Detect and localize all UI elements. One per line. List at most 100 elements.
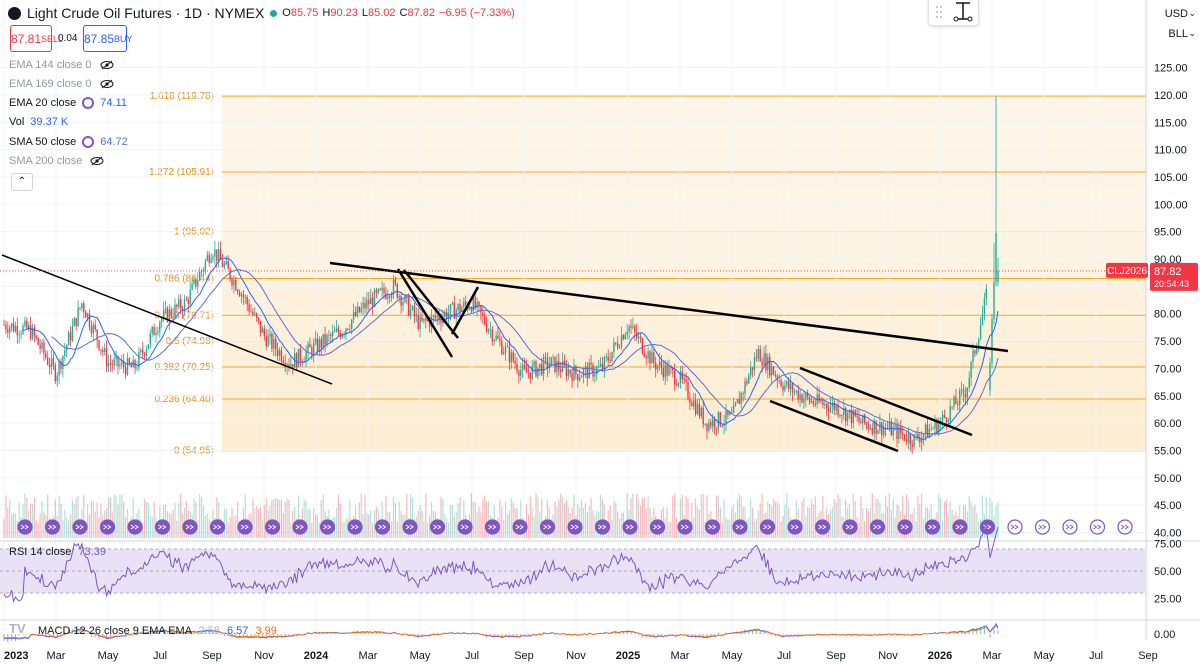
event-marker-icon[interactable] xyxy=(1117,519,1133,535)
volume-bar xyxy=(890,510,892,538)
event-marker-icon[interactable] xyxy=(732,519,748,535)
event-marker-icon[interactable] xyxy=(319,519,336,535)
event-marker-icon[interactable] xyxy=(209,519,226,535)
event-marker-icon[interactable] xyxy=(182,519,198,535)
macd-histogram-bar xyxy=(68,628,70,634)
trendline xyxy=(450,286,480,335)
macd-histogram-bar xyxy=(383,633,385,634)
event-marker-arrows xyxy=(1093,524,1102,530)
volume-bar xyxy=(852,493,854,538)
event-marker-icon[interactable] xyxy=(1062,519,1078,535)
event-marker-icon[interactable] xyxy=(924,519,941,535)
volume-bar xyxy=(11,514,13,538)
event-marker-icon[interactable] xyxy=(347,519,363,535)
event-marker-icon[interactable] xyxy=(1034,519,1051,535)
candle-body xyxy=(155,333,157,336)
currency-selector[interactable]: USD xyxy=(1164,8,1188,20)
volume-bar xyxy=(554,501,556,538)
indicator-ema144[interactable]: EMA 144 close 0 xyxy=(9,59,114,71)
event-marker-icon[interactable] xyxy=(1007,519,1023,535)
macd-histogram-bar xyxy=(467,633,469,635)
volume-bar xyxy=(814,496,816,538)
unit-selector[interactable]: BLL xyxy=(1168,28,1188,40)
event-marker-icon[interactable] xyxy=(72,519,88,535)
eye-hidden-icon[interactable] xyxy=(100,60,114,70)
sell-button[interactable]: 87.81 SELL xyxy=(10,25,63,52)
event-marker-icon[interactable] xyxy=(787,519,803,535)
volume-bar xyxy=(109,497,111,538)
event-marker-icon[interactable] xyxy=(677,519,693,535)
collapse-legend-button[interactable]: ⌃ xyxy=(11,173,33,191)
event-marker-icon[interactable] xyxy=(649,519,666,535)
event-marker-icon[interactable] xyxy=(402,519,418,535)
event-marker-arrows xyxy=(818,524,827,530)
event-marker-icon[interactable] xyxy=(264,519,281,535)
event-marker-icon[interactable] xyxy=(99,519,116,535)
event-marker-icon[interactable] xyxy=(484,519,501,535)
event-marker-icon[interactable] xyxy=(842,519,858,535)
event-marker-icon[interactable] xyxy=(429,519,446,535)
event-marker-icon[interactable] xyxy=(567,519,583,535)
event-marker-icon[interactable] xyxy=(814,519,831,535)
price-tick-label: 120.00 xyxy=(1154,90,1188,102)
event-marker-circle xyxy=(732,519,748,535)
candle-body xyxy=(791,383,794,393)
volume-bar xyxy=(892,498,894,538)
symbol-title[interactable]: Light Crude Oil Futures · 1D · NYMEX xyxy=(27,5,265,21)
indicator-sma50[interactable]: SMA 50 close 64.72 xyxy=(9,136,128,148)
rsi-tick-label: 25.00 xyxy=(1154,594,1182,606)
event-marker-icon[interactable] xyxy=(237,519,253,535)
candle-body xyxy=(385,293,387,299)
indicator-sma200[interactable]: SMA 200 close xyxy=(9,155,104,167)
macd-tick-label: 0.00 xyxy=(1154,629,1175,641)
candle-body xyxy=(930,428,932,430)
event-marker-icon[interactable] xyxy=(17,519,33,535)
volume-bar xyxy=(201,496,203,538)
event-marker-icon[interactable] xyxy=(897,519,913,535)
eye-hidden-icon[interactable] xyxy=(90,156,104,166)
event-marker-icon[interactable] xyxy=(292,519,308,535)
event-marker-icon[interactable] xyxy=(1089,519,1106,535)
event-marker-icon[interactable] xyxy=(44,519,61,535)
chevron-down-icon[interactable]: ⌄ xyxy=(1188,28,1196,38)
event-marker-icon[interactable] xyxy=(539,519,556,535)
measure-tool-icon[interactable] xyxy=(953,2,973,22)
event-marker-icon[interactable] xyxy=(594,519,611,535)
time-tick-label: Sep xyxy=(1138,650,1158,662)
event-marker-icon[interactable] xyxy=(869,519,886,535)
chevron-down-icon[interactable]: ⌄ xyxy=(1188,8,1196,18)
buy-button[interactable]: 87.85 BUY xyxy=(83,25,133,52)
candle-body xyxy=(803,398,805,403)
event-marker-icon[interactable] xyxy=(622,519,638,535)
event-marker-icon[interactable] xyxy=(704,519,721,535)
indicator-ema20[interactable]: EMA 20 close 74.11 xyxy=(9,97,127,109)
time-tick-label: Mar xyxy=(359,650,378,662)
drawing-toolbar[interactable] xyxy=(928,0,979,26)
macd-histogram-bar xyxy=(531,633,533,635)
event-marker-icon[interactable] xyxy=(952,519,968,535)
indicator-volume[interactable]: Vol 39.37 K xyxy=(9,116,69,128)
candle-body xyxy=(599,363,602,367)
eye-hidden-icon[interactable] xyxy=(100,79,114,89)
macd-legend[interactable]: MACD 12 26 close 9 EMA EMA 2.58 6.57 3.9… xyxy=(38,625,277,637)
candle-body xyxy=(900,426,902,434)
volume-bar xyxy=(58,496,60,538)
event-marker-icon[interactable] xyxy=(154,519,171,535)
event-marker-icon[interactable] xyxy=(457,519,473,535)
volume-bar xyxy=(871,493,873,538)
indicator-ema169[interactable]: EMA 169 close 0 xyxy=(9,78,114,90)
event-marker-icon[interactable] xyxy=(512,519,528,535)
event-markers[interactable] xyxy=(17,519,1133,535)
event-marker-icon[interactable] xyxy=(374,519,391,535)
drag-handle-icon[interactable] xyxy=(936,6,942,18)
candle-body xyxy=(858,416,860,422)
event-marker-icon[interactable] xyxy=(979,519,996,535)
candle-body xyxy=(651,352,653,364)
event-marker-icon[interactable] xyxy=(759,519,776,535)
event-marker-icon[interactable] xyxy=(127,519,143,535)
rsi-legend[interactable]: RSI 14 close 73.39 xyxy=(9,546,106,558)
macd-histogram-bar xyxy=(90,634,92,638)
volume-bar xyxy=(668,521,670,538)
candle-body xyxy=(189,289,191,305)
sma50-value: 64.72 xyxy=(100,136,128,148)
